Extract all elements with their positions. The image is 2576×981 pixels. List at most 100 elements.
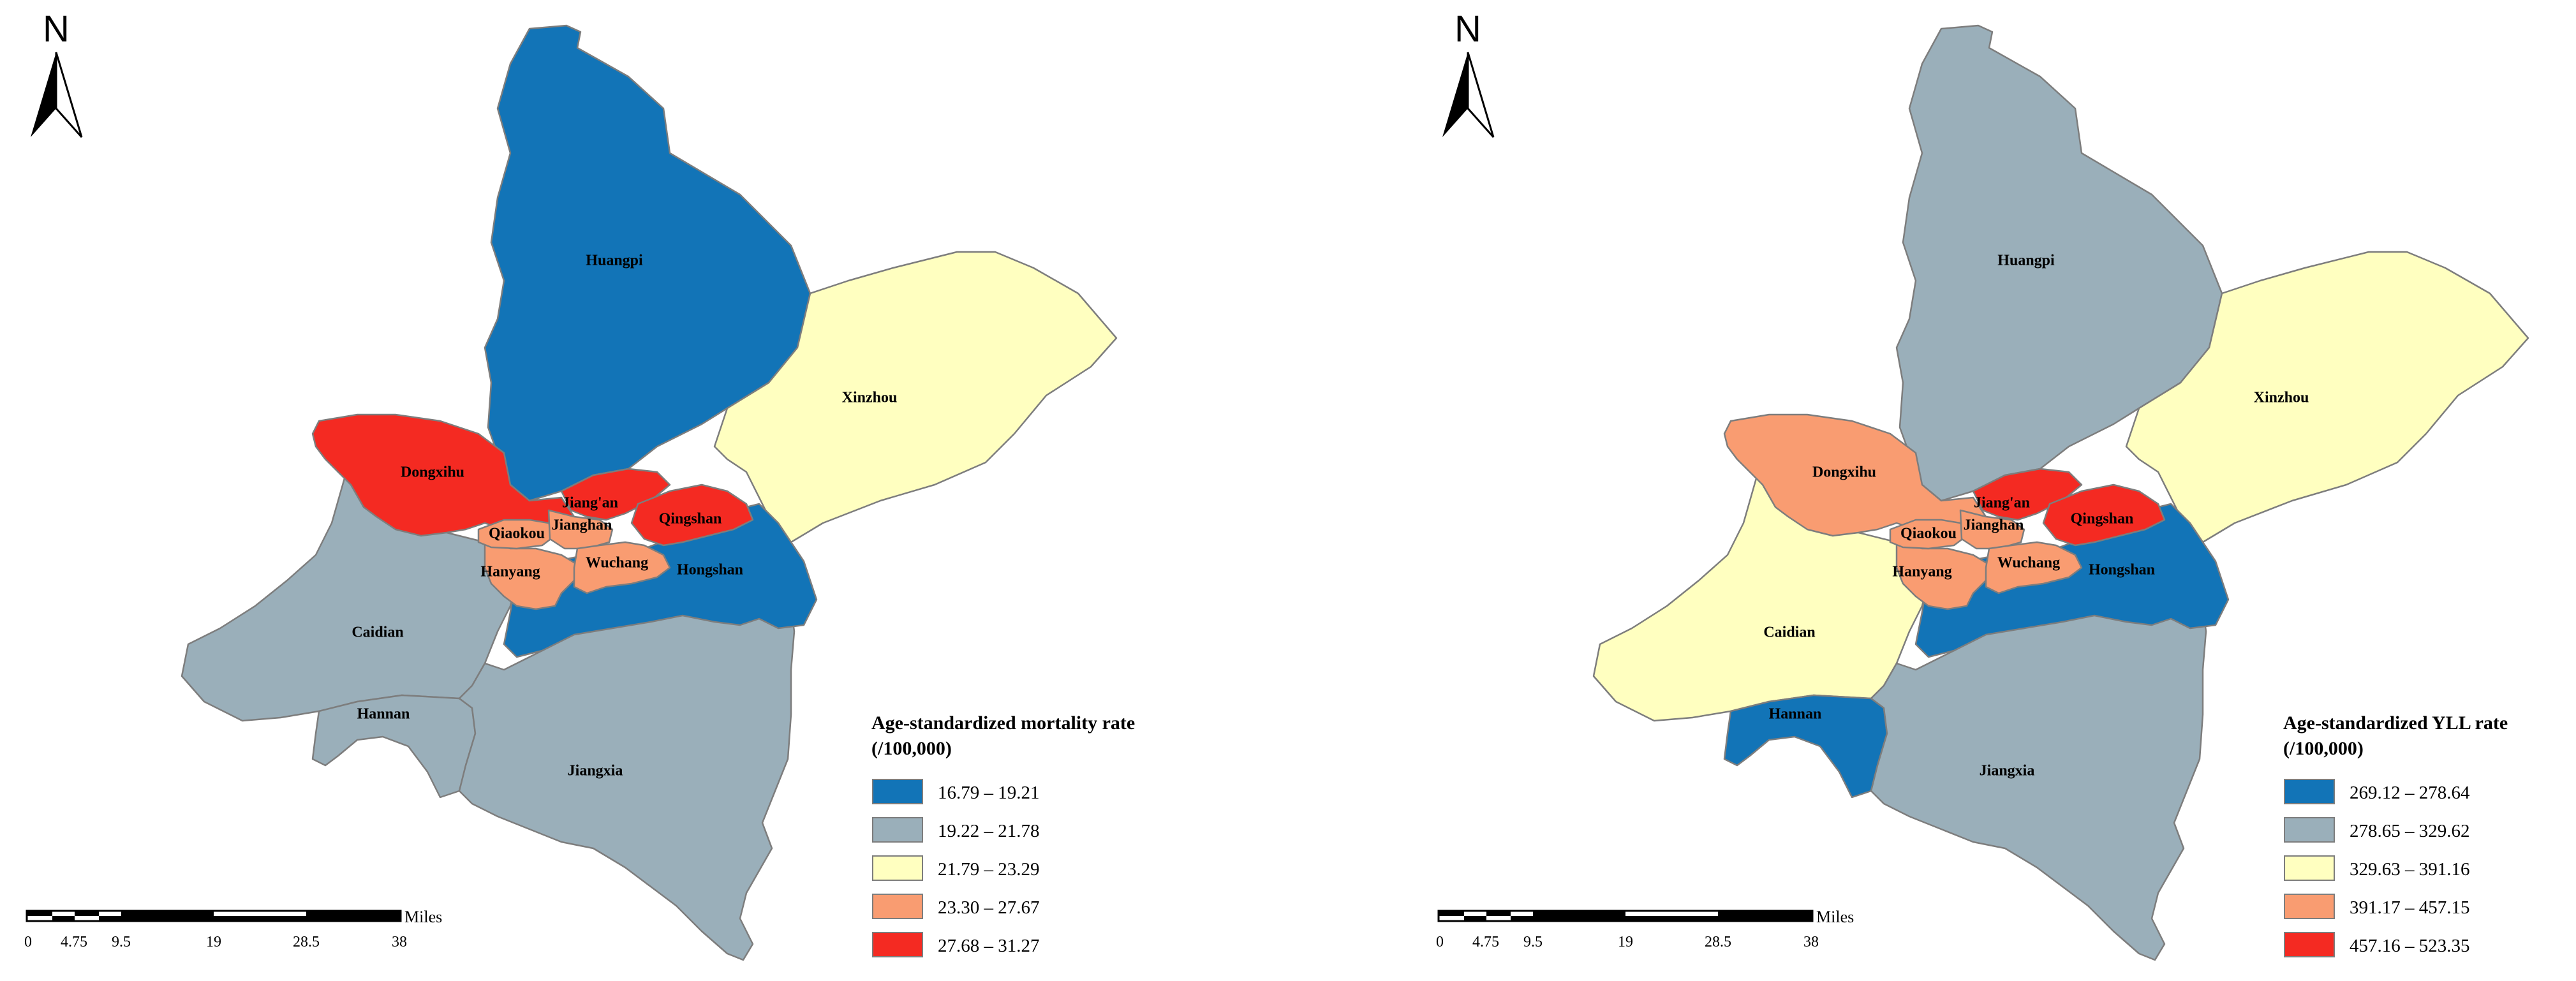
mortality-rate-map: Huangpi Xinzhou Dongxihu Caidian Hannan … <box>24 8 1135 961</box>
scale-tick: 28.5 <box>293 934 320 950</box>
legend-label: 23.30 – 27.67 <box>938 897 1040 918</box>
legend-label: 19.22 – 21.78 <box>938 821 1040 841</box>
district-label: Hanyang <box>1892 564 1951 580</box>
legend-label: 457.16 – 523.35 <box>2350 936 2470 956</box>
legend-label: 269.12 – 278.64 <box>2350 783 2470 803</box>
district-xinzhou <box>2125 251 2529 543</box>
district-label: Wuchang <box>1997 555 2060 572</box>
district-label: Jianghan <box>552 517 612 534</box>
district-wuchang <box>573 541 671 594</box>
legend-item: 278.65 – 329.62 <box>2284 817 2470 843</box>
legend-item: 16.79 – 19.21 <box>872 779 1040 804</box>
district-label: Jiangxia <box>1980 763 2035 779</box>
district-label: Xinzhou <box>842 390 898 406</box>
scale-tick: 9.5 <box>1523 934 1543 950</box>
district-wuchang <box>1985 541 2083 594</box>
legend-subtitle: (/100,000) <box>2283 738 2364 759</box>
legend-item: 27.68 – 31.27 <box>872 932 1040 957</box>
scale-tick: 19 <box>206 934 221 950</box>
district-label: Hongshan <box>677 562 743 579</box>
north-arrow-icon: N <box>1442 8 1495 138</box>
district-labels: Huangpi Xinzhou Dongxihu Caidian Hannan … <box>352 253 897 779</box>
district-label: Jiang'an <box>1974 495 2030 512</box>
district-label: Dongxihu <box>1812 464 1876 481</box>
district-hongshan <box>1914 503 2230 658</box>
scale-tick: 0 <box>24 934 32 950</box>
scale-tick: 4.75 <box>61 934 87 950</box>
district-hongshan <box>503 503 818 658</box>
legend-item: 23.30 – 27.67 <box>872 894 1040 919</box>
legend-item: 329.63 – 391.16 <box>2284 855 2470 881</box>
legend-swatch <box>2284 817 2335 843</box>
legend-item: 457.16 – 523.35 <box>2284 932 2470 957</box>
legend: Age-standardized YLL rate (/100,000) 269… <box>2283 712 2508 957</box>
district-xinzhou <box>713 251 1118 543</box>
district-labels: Huangpi Xinzhou Dongxihu Caidian Hannan … <box>1763 253 2309 779</box>
legend-swatch <box>2284 894 2335 919</box>
legend-swatch <box>872 894 923 919</box>
district-qingshan <box>2042 483 2166 547</box>
scale-tick: 4.75 <box>1472 934 1499 950</box>
scale-tick: 19 <box>1618 934 1633 950</box>
legend-label: 329.63 – 391.16 <box>2350 859 2470 880</box>
district-jianghan <box>1959 509 2025 550</box>
scale-tick: 0 <box>1436 934 1444 950</box>
district-label: Hannan <box>1769 706 1822 723</box>
legend-swatch <box>872 855 923 881</box>
legend-label: 391.17 – 457.15 <box>2350 897 2470 918</box>
district-label: Jiangxia <box>568 763 623 779</box>
district-label: Xinzhou <box>2254 390 2309 406</box>
legend-label: 16.79 – 19.21 <box>938 783 1040 803</box>
district-label: Huangpi <box>1997 253 2055 269</box>
district-qiaokou <box>1889 519 1968 550</box>
scale-unit: Miles <box>404 908 442 926</box>
scale-tick: 9.5 <box>112 934 131 950</box>
legend-item: 21.79 – 23.29 <box>872 855 1040 881</box>
north-label: N <box>43 8 70 50</box>
legend-item: 391.17 – 457.15 <box>2284 894 2470 919</box>
legend-label: 278.65 – 329.62 <box>2350 821 2470 841</box>
district-label: Wuchang <box>586 555 648 572</box>
district-label: Qiaokou <box>489 526 545 542</box>
district-label: Hanyang <box>480 564 540 580</box>
legend-label: 21.79 – 23.29 <box>938 859 1040 880</box>
district-hannan <box>311 694 477 799</box>
yll-rate-map: Huangpi Xinzhou Dongxihu Caidian Hannan … <box>1436 8 2529 961</box>
legend-swatch <box>872 932 923 957</box>
district-label: Caidian <box>352 624 403 641</box>
district-qiaokou <box>477 519 556 550</box>
district-label: Huangpi <box>586 253 643 269</box>
district-label: Dongxihu <box>401 464 464 481</box>
legend-swatch <box>2284 779 2335 804</box>
scale-bar: Miles 0 4.75 9.5 19 28.5 38 <box>1436 908 1854 950</box>
district-label: Qingshan <box>659 511 722 527</box>
scale-bar: Miles 0 4.75 9.5 19 28.5 38 <box>24 908 442 950</box>
legend-title: Age-standardized mortality rate <box>871 712 1135 734</box>
scale-tick: 38 <box>392 934 407 950</box>
district-hanyang <box>1895 541 1990 610</box>
district-label: Jianghan <box>1964 517 2024 534</box>
legend-item: 19.22 – 21.78 <box>872 817 1040 843</box>
legend-label: 27.68 – 31.27 <box>938 936 1040 956</box>
district-label: Hannan <box>357 706 410 723</box>
north-arrow-icon: N <box>31 8 83 138</box>
district-label: Jiang'an <box>562 495 618 512</box>
district-jianghan <box>547 509 614 550</box>
scale-tick: 28.5 <box>1705 934 1731 950</box>
district-label: Caidian <box>1763 624 1815 641</box>
legend-item: 269.12 – 278.64 <box>2284 779 2470 804</box>
district-hannan <box>1723 694 1888 799</box>
district-label: Hongshan <box>2089 562 2155 579</box>
legend: Age-standardized mortality rate (/100,00… <box>871 712 1135 957</box>
scale-tick: 38 <box>1803 934 1819 950</box>
legend-swatch <box>872 817 923 843</box>
legend-swatch <box>872 779 923 804</box>
legend-title: Age-standardized YLL rate <box>2283 712 2508 734</box>
district-label: Qingshan <box>2071 511 2134 527</box>
district-label: Qiaokou <box>1900 526 1957 542</box>
scale-unit: Miles <box>1816 908 1854 926</box>
district-hanyang <box>484 541 579 610</box>
legend-subtitle: (/100,000) <box>871 738 952 759</box>
district-qingshan <box>630 483 754 547</box>
